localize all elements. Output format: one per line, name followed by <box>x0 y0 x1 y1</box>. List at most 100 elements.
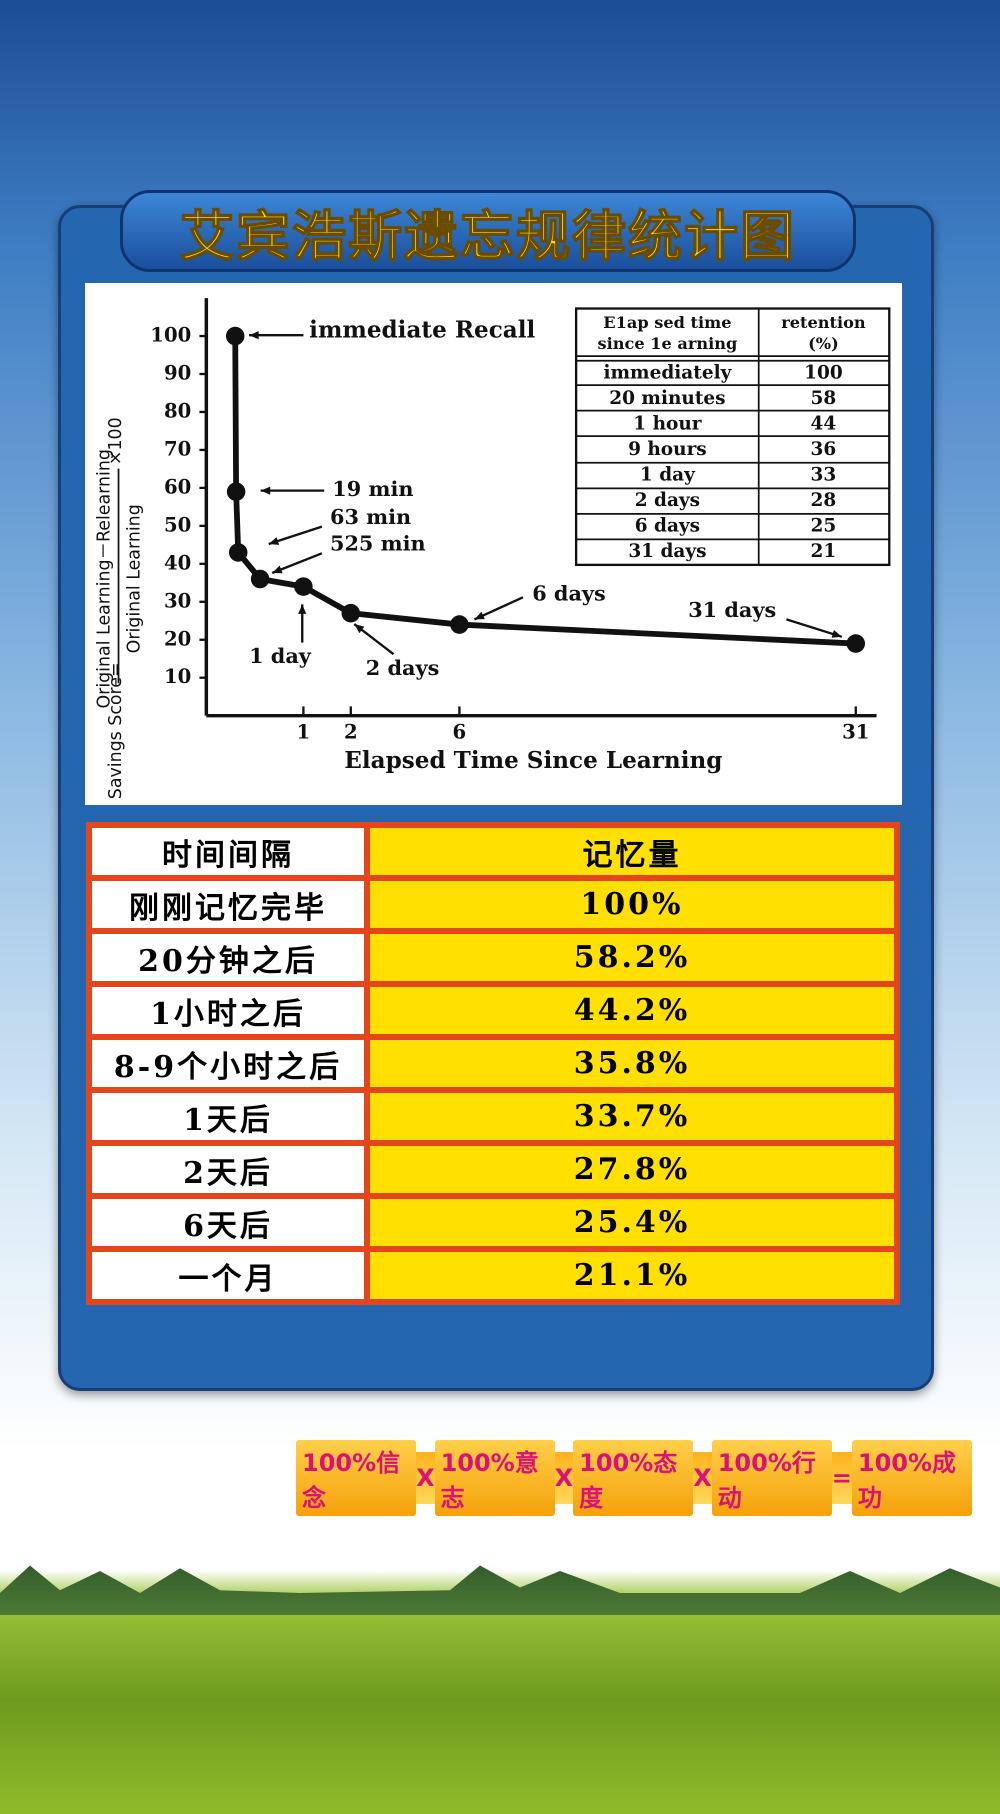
table-cell: 58.2% <box>370 934 894 981</box>
arrow-head <box>474 611 485 620</box>
x-tick-label: 6 <box>453 721 467 744</box>
x-tick-label: 31 <box>842 721 869 744</box>
slogan-operator: X <box>554 1464 574 1492</box>
table-cell: 21.1% <box>370 1252 894 1299</box>
table-row: 1天后 33.7% <box>92 1093 894 1140</box>
x-tick-label: 1 <box>297 721 311 744</box>
header-row: 时间间隔 记忆量 <box>92 828 894 875</box>
x-tick-label: 2 <box>344 721 358 744</box>
table-cell: 58 <box>811 388 837 409</box>
arrow-head <box>249 331 259 340</box>
y-tick-label: 80 <box>164 399 191 422</box>
annotation: 31 days <box>688 597 776 622</box>
memory-table: 时间间隔 记忆量 刚刚记忆完毕 100% 20分钟之后 58.2% 1小时之后 44.2% 8-… <box>86 822 900 1305</box>
data-point <box>341 603 361 623</box>
y-label-prefix: Savings Score= <box>106 662 126 799</box>
arrow-head <box>298 604 307 614</box>
table-cell: immediately <box>603 362 732 383</box>
x-axis-label: Elapsed Time Since Learning <box>344 747 722 774</box>
table-header: retention <box>781 313 866 332</box>
table-row: 8-9个小时之后 35.8% <box>92 1040 894 1087</box>
y-label-suffix: ×100 <box>106 417 126 465</box>
y-label-denominator: Original Learning <box>125 504 145 653</box>
header-cell: 时间间隔 <box>92 828 364 875</box>
table-cell: 35.8% <box>370 1040 894 1087</box>
table-cell: 44 <box>811 413 837 434</box>
annotation-arrow <box>786 618 843 638</box>
y-label-numerator: Original Learning－Relearning <box>95 449 115 708</box>
table-cell: 2天后 <box>92 1146 364 1193</box>
y-tick-label: 50 <box>164 513 191 536</box>
slogan-term: 100%信念 <box>296 1440 417 1516</box>
arrow-head <box>831 630 842 638</box>
slogan-operator: = <box>831 1464 852 1492</box>
table-cell: 36 <box>811 439 837 460</box>
data-point <box>228 543 248 562</box>
table-cell: 8-9个小时之后 <box>92 1040 364 1087</box>
table-row: 20分钟之后 58.2% <box>92 934 894 981</box>
table-header: since 1e arning <box>598 334 738 353</box>
title-banner: 艾宾浩斯遗忘规律统计图 <box>120 190 856 272</box>
slogan-term: 100%成功 <box>851 1440 972 1516</box>
y-axis-label: Savings Score=Original Learning－Relearni… <box>95 417 145 799</box>
annotation: 19 min <box>332 476 413 501</box>
slogan-term: 100%意志 <box>434 1440 555 1516</box>
table-cell: 100 <box>804 362 843 383</box>
y-tick-label: 40 <box>164 551 191 574</box>
data-point <box>225 326 245 346</box>
annotation: 6 days <box>532 581 606 606</box>
arrow-head <box>268 537 280 545</box>
y-tick-label: 90 <box>164 361 191 384</box>
annotation: 63 min <box>330 504 411 529</box>
slogan-operator: X <box>416 1464 435 1492</box>
table-row: 6天后 25.4% <box>92 1199 894 1246</box>
slogan-operator: X <box>693 1464 712 1492</box>
retention-line <box>232 336 856 647</box>
arrow-head <box>272 565 283 574</box>
table-cell: 1 day <box>640 465 696 486</box>
data-point <box>250 569 270 589</box>
table-cell: 20分钟之后 <box>92 934 364 981</box>
data-point <box>226 482 246 501</box>
table-cell: 2 days <box>635 490 700 511</box>
table-cell: 21 <box>811 541 837 562</box>
table-cell: 1小时之后 <box>92 987 364 1034</box>
data-point <box>450 615 469 634</box>
table-header: (%) <box>808 334 839 353</box>
table-cell: 刚刚记忆完毕 <box>92 881 364 928</box>
table-row: 1小时之后 44.2% <box>92 987 894 1034</box>
table-cell: 31 days <box>628 541 706 562</box>
chart: 10 20 30 40 50 60 70 80 90 100 1 2 6 31 Elapsed Time S… <box>85 283 902 805</box>
slogan: 100%信念 X 100%意志 X 100%态度 X 100%行动 = 100%成功 <box>296 1440 972 1516</box>
y-tick-label: 20 <box>164 627 191 650</box>
table-cell: 6天后 <box>92 1199 364 1246</box>
table-cell: 25.4% <box>370 1199 894 1246</box>
slogan-term: 100%态度 <box>573 1440 694 1516</box>
slogan-term: 100%行动 <box>711 1440 832 1516</box>
table-row: 刚刚记忆完毕 100% <box>92 881 894 928</box>
arrow-head <box>260 486 271 495</box>
title: 艾宾浩斯遗忘规律统计图 <box>179 204 796 269</box>
table-cell: 33 <box>811 465 837 486</box>
data-point <box>294 577 313 596</box>
y-tick-label: 60 <box>164 475 191 498</box>
y-tick-label: 70 <box>164 437 191 460</box>
y-tick-label: 100 <box>150 324 191 347</box>
table-cell: 44.2% <box>370 987 894 1034</box>
annotation: 525 min <box>330 531 426 556</box>
table-row: 2天后 27.8% <box>92 1146 894 1193</box>
table-cell: 100% <box>370 881 894 928</box>
data-point <box>846 634 866 653</box>
table-cell: 1 hour <box>633 413 701 434</box>
table-cell: 一个月 <box>92 1252 364 1299</box>
table-cell: 1天后 <box>92 1093 364 1140</box>
table-cell: 28 <box>811 490 837 511</box>
annotation: 2 days <box>366 655 440 680</box>
table-cell: 33.7% <box>370 1093 894 1140</box>
table-cell: 6 days <box>635 516 700 537</box>
table-cell: 20 minutes <box>609 388 725 409</box>
header-cell: 记忆量 <box>370 828 894 875</box>
annotation: 1 day <box>249 643 312 668</box>
arrow-head <box>354 624 365 634</box>
